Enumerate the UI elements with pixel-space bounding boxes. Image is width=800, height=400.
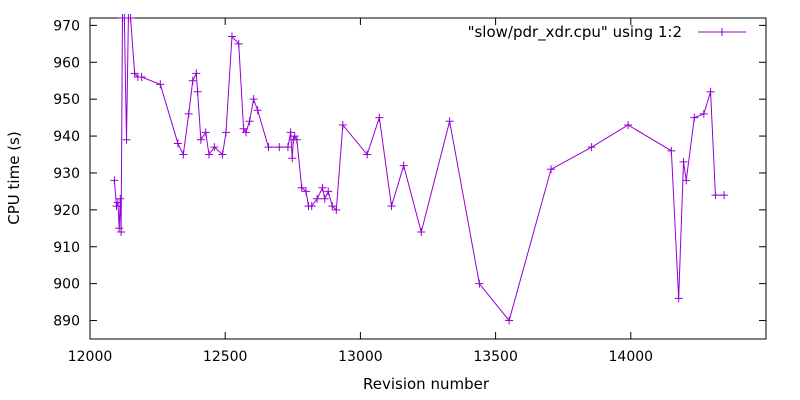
data-point <box>184 109 193 118</box>
data-point <box>112 202 121 211</box>
data-point <box>253 106 262 115</box>
data-point <box>196 135 205 144</box>
data-point <box>292 135 301 144</box>
data-point <box>375 113 384 122</box>
data-point <box>679 157 688 166</box>
x-axis-label: Revision number <box>363 375 490 393</box>
data-point <box>445 117 454 126</box>
data-point <box>204 150 213 159</box>
y-tick-label: 890 <box>53 314 80 330</box>
data-point <box>711 191 720 200</box>
data-point <box>302 187 311 196</box>
x-tick-label: 13500 <box>473 349 518 365</box>
legend-label: "slow/pdr_xdr.cpu" using 1:2 <box>468 23 682 42</box>
legend: "slow/pdr_xdr.cpu" using 1:2 <box>468 23 746 42</box>
data-point <box>192 69 201 78</box>
data-point <box>318 183 327 192</box>
data-point <box>156 80 165 89</box>
x-tick-label: 12000 <box>68 349 113 365</box>
data-point <box>313 194 322 203</box>
data-point <box>706 87 715 96</box>
y-tick-label: 910 <box>53 240 80 256</box>
data-point <box>227 32 236 41</box>
x-tick-label: 14000 <box>609 349 654 365</box>
data-point <box>328 202 337 211</box>
data-point <box>122 135 131 144</box>
data-point <box>249 95 258 104</box>
data-point <box>297 183 306 192</box>
series-group <box>110 14 729 325</box>
data-point <box>137 73 146 82</box>
data-point <box>387 202 396 211</box>
data-point <box>115 224 124 233</box>
data-point <box>417 228 426 236</box>
data-point <box>399 161 408 170</box>
y-tick-label: 900 <box>53 277 80 293</box>
data-point <box>110 176 119 185</box>
data-point <box>699 109 708 118</box>
plot-frame <box>89 17 767 340</box>
data-point <box>667 146 676 155</box>
y-tick-label: 920 <box>53 203 80 219</box>
data-point <box>288 154 297 163</box>
data-point <box>307 202 316 211</box>
data-point <box>547 165 556 174</box>
data-point <box>283 143 292 152</box>
y-tick-label: 970 <box>53 18 80 34</box>
data-point <box>682 176 691 185</box>
y-axis-label: CPU time (s) <box>5 131 23 224</box>
data-point <box>234 39 243 48</box>
data-point <box>290 132 299 141</box>
data-point <box>201 128 210 137</box>
data-point <box>264 143 273 152</box>
data-point <box>320 194 329 203</box>
data-point <box>674 294 683 303</box>
data-point <box>338 121 347 129</box>
y-tick-label: 960 <box>53 55 80 71</box>
series-line <box>113 18 725 322</box>
data-point <box>245 117 254 126</box>
x-tick-label: 12500 <box>203 349 248 365</box>
data-point <box>324 187 333 196</box>
data-point <box>690 113 699 122</box>
y-tick-label: 940 <box>53 129 80 145</box>
data-point <box>587 143 596 152</box>
y-tick-label: 950 <box>53 92 80 108</box>
x-axis: 12000 12500 13000 13500 14000 <box>68 18 653 365</box>
data-point <box>130 69 139 78</box>
data-point <box>242 128 251 137</box>
data-point <box>720 191 729 200</box>
y-tick-label: 930 <box>53 166 80 182</box>
data-point <box>222 128 231 137</box>
data-point <box>126 14 135 22</box>
data-point <box>188 76 197 85</box>
data-point <box>210 143 219 152</box>
x-tick-label: 13000 <box>338 349 383 365</box>
data-point <box>505 316 514 325</box>
data-point <box>179 150 188 159</box>
data-point <box>117 228 126 236</box>
data-point <box>116 194 125 203</box>
data-point <box>275 143 284 152</box>
data-point <box>475 279 484 288</box>
legend-marker <box>718 28 726 36</box>
data-point <box>193 87 202 96</box>
y-axis: 890 900 910 920 930 940 950 960 970 <box>53 18 766 330</box>
data-point <box>218 150 227 159</box>
data-point <box>363 150 372 159</box>
data-point <box>173 139 182 148</box>
data-point <box>624 121 633 129</box>
data-point <box>286 128 295 137</box>
data-point <box>332 205 341 214</box>
